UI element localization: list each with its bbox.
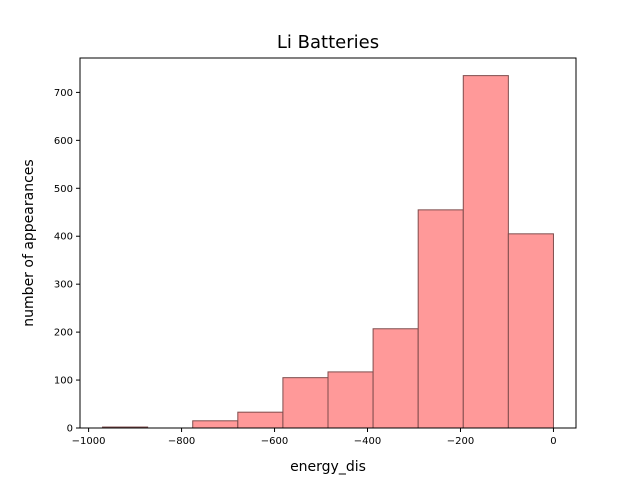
histogram-bar-4 (282, 377, 329, 429)
y-tick-label: 600 (54, 136, 73, 147)
histogram-bar-2 (192, 420, 239, 429)
y-tick-label: 100 (54, 376, 73, 387)
x-axis-label: energy_dis (290, 459, 366, 475)
histogram-bar-9 (507, 233, 554, 429)
x-tick-label: −400 (354, 436, 381, 447)
chart-title: Li Batteries (277, 32, 379, 53)
histogram-bar-5 (327, 371, 374, 429)
x-axis-ticks: −1000 −800 −600 −400 −200 0 (72, 428, 557, 447)
x-tick-label: −800 (168, 436, 195, 447)
y-tick-label: 200 (54, 328, 73, 339)
histogram-bar-6 (372, 328, 419, 429)
y-tick-label: 300 (54, 280, 73, 291)
x-tick-label: −600 (261, 436, 288, 447)
y-tick-label: 700 (54, 88, 73, 99)
histogram-bar-8 (462, 75, 509, 429)
bars-group (102, 75, 554, 429)
x-tick-label: −1000 (72, 436, 106, 447)
y-tick-label: 500 (54, 184, 73, 195)
y-axis-label: number of appearances (21, 159, 37, 326)
x-tick-label: −200 (447, 436, 474, 447)
y-axis-ticks: 0 100 200 300 400 500 600 700 (54, 88, 80, 435)
histogram-bar-3 (237, 411, 284, 429)
y-tick-label: 0 (67, 424, 73, 435)
plot-frame (79, 57, 577, 429)
x-tick-label: 0 (550, 436, 556, 447)
y-tick-label: 400 (54, 232, 73, 243)
histogram-bar-7 (417, 209, 464, 429)
